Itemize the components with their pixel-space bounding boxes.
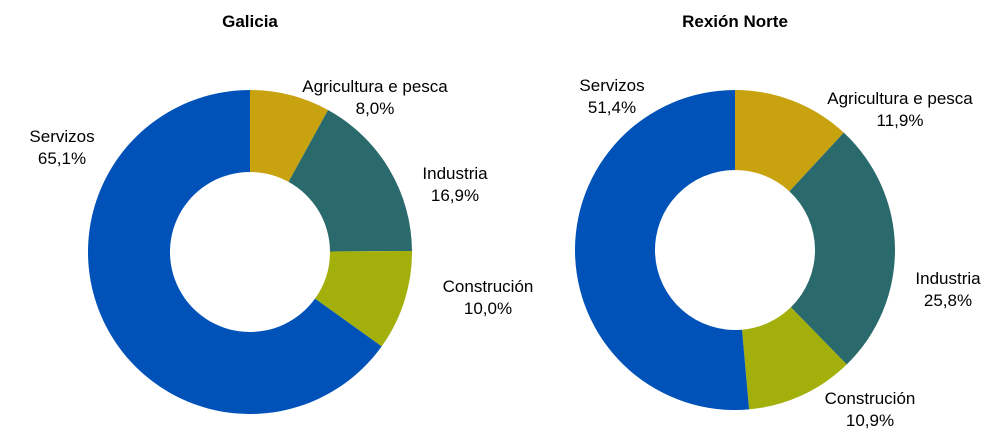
donut-slice: [250, 90, 329, 182]
slice-label: Construción 10,0%: [413, 276, 563, 320]
slice-label: Industria 16,9%: [380, 163, 530, 207]
chart-title: Galicia: [222, 12, 278, 31]
donut-slice: [88, 90, 382, 414]
category-name: Servizos: [29, 127, 95, 146]
value-label: 11,9%: [876, 111, 924, 130]
chart-title: Rexión Norte: [682, 12, 788, 31]
donut-slice: [789, 132, 896, 365]
value-label: 65,1%: [37, 149, 87, 168]
category-name: Construción: [824, 389, 916, 408]
category-name: Agricultura e pesca: [302, 77, 448, 96]
slice-label: Servizos 51,4%: [537, 75, 687, 119]
value-label: 25,8%: [923, 291, 973, 310]
category-name: Industria: [915, 269, 981, 288]
value-label: 10,0%: [463, 299, 513, 318]
category-name: Construción: [442, 277, 534, 296]
value-label: 8,0%: [355, 99, 395, 118]
category-name: Servizos: [579, 76, 645, 95]
value-label: 16,9%: [430, 186, 480, 205]
value-label: 10,9%: [845, 411, 895, 430]
slice-label: Construción 10,9%: [795, 388, 945, 432]
slice-label: Industria 25,8%: [873, 268, 994, 312]
donut-slice: [315, 250, 412, 347]
donut-slice: [288, 110, 412, 252]
donut-slice: [575, 90, 750, 410]
category-name: Industria: [422, 164, 488, 183]
value-label: 51,4%: [587, 98, 637, 117]
slice-label: Agricultura e pesca 11,9%: [825, 88, 975, 132]
slice-label: Servizos 65,1%: [0, 126, 137, 170]
slice-label: Agricultura e pesca 8,0%: [300, 76, 450, 120]
category-name: Agricultura e pesca: [827, 89, 973, 108]
donut-slice: [735, 90, 844, 192]
donut-slice: [742, 307, 847, 410]
